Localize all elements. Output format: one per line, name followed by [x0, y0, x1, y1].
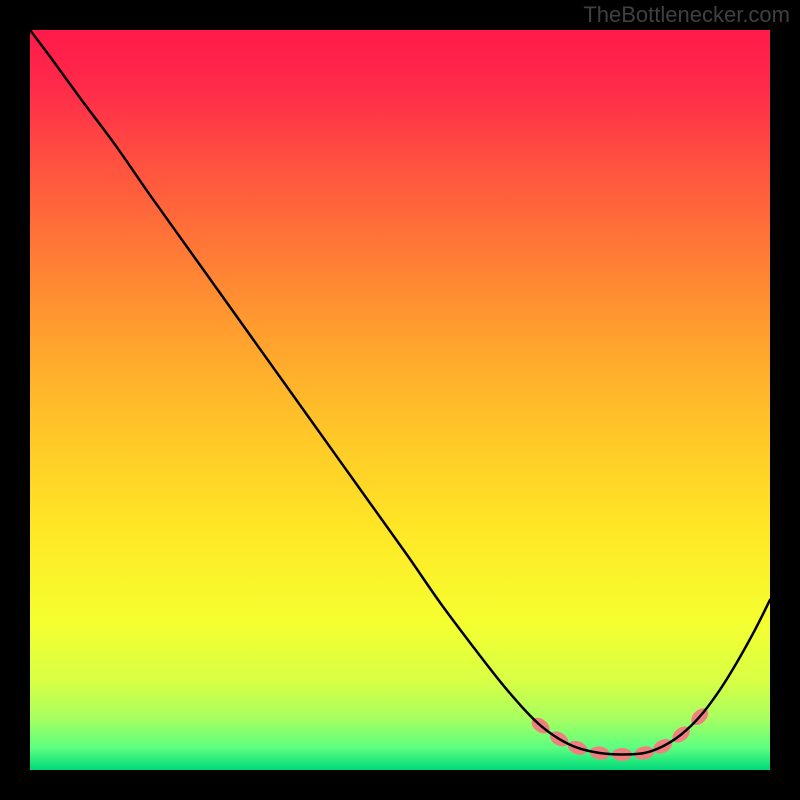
curve-layer: [30, 30, 770, 770]
watermark-text: TheBottlenecker.com: [583, 2, 790, 28]
bottleneck-curve: [30, 30, 770, 754]
plot-area: [30, 30, 770, 770]
